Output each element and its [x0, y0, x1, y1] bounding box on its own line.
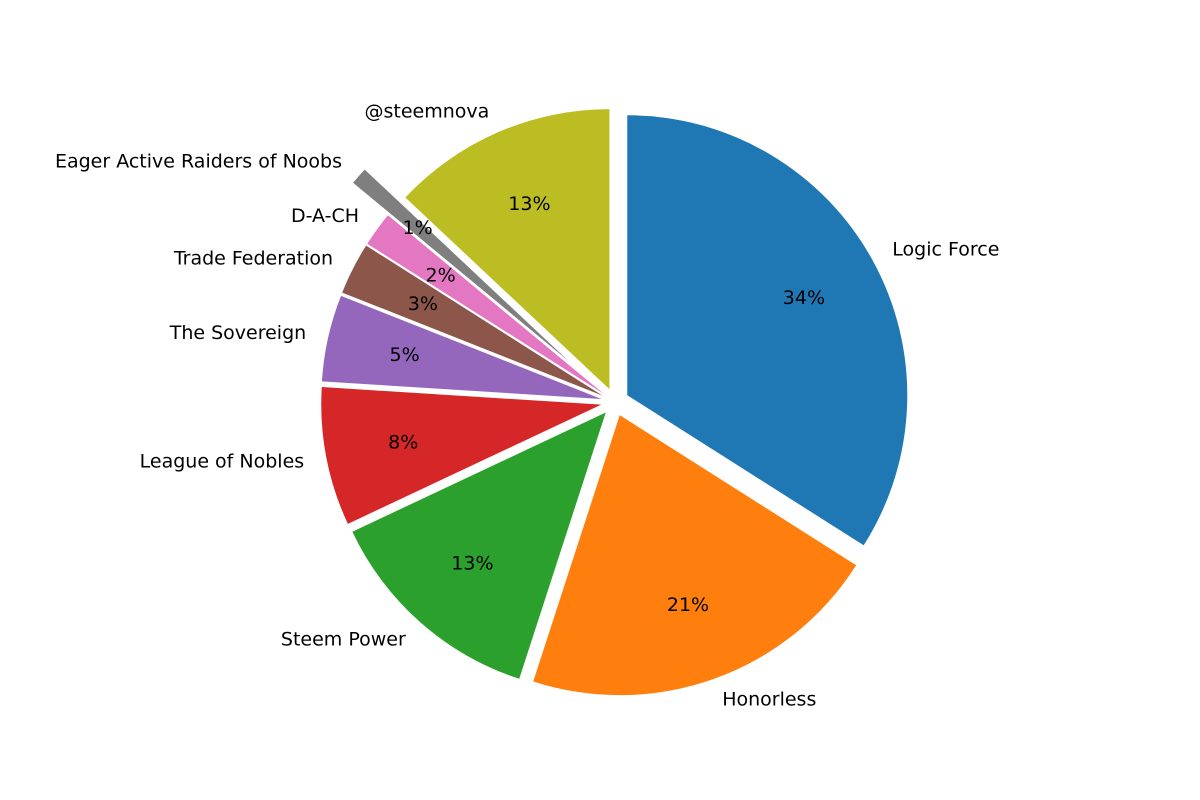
pct-label-steemnova: 13% [508, 193, 550, 215]
pct-label-trade-federation: 3% [408, 293, 438, 315]
pie-slice-trade-federation [342, 245, 603, 396]
pct-label-eager-active-raiders-of-noobs: 1% [403, 217, 433, 239]
pie-slice-steemnova [405, 109, 610, 390]
pie-slice-honorless [533, 415, 857, 696]
pct-label-honorless: 21% [667, 594, 709, 616]
slice-label-d-a-ch: D-A-CH [291, 205, 359, 227]
slice-label-honorless: Honorless [722, 689, 816, 711]
pie-slice-eager-active-raiders-of-noobs [353, 169, 569, 362]
slice-label-eager-active-raiders-of-noobs: Eager Active Raiders of Noobs [55, 150, 342, 172]
slice-label-the-sovereign: The Sovereign [169, 322, 306, 344]
pct-label-league-of-nobles: 8% [388, 431, 418, 453]
pct-label-d-a-ch: 2% [426, 264, 456, 286]
pct-label-logic-force: 34% [783, 287, 825, 309]
pct-label-steem-power: 13% [451, 553, 493, 575]
pie-slice-d-a-ch [367, 215, 604, 394]
slice-label-league-of-nobles: League of Nobles [140, 450, 305, 472]
slice-label-steemnova: @steemnova [365, 101, 490, 123]
slice-label-steem-power: Steem Power [281, 628, 406, 650]
pie-slice-steem-power [352, 412, 606, 679]
pie-slice-logic-force [627, 115, 908, 546]
pie-slice-the-sovereign [321, 295, 602, 399]
slice-label-logic-force: Logic Force [892, 239, 999, 261]
slice-label-trade-federation: Trade Federation [173, 247, 333, 269]
pct-label-the-sovereign: 5% [390, 344, 420, 366]
pie-slice-league-of-nobles [321, 387, 602, 524]
